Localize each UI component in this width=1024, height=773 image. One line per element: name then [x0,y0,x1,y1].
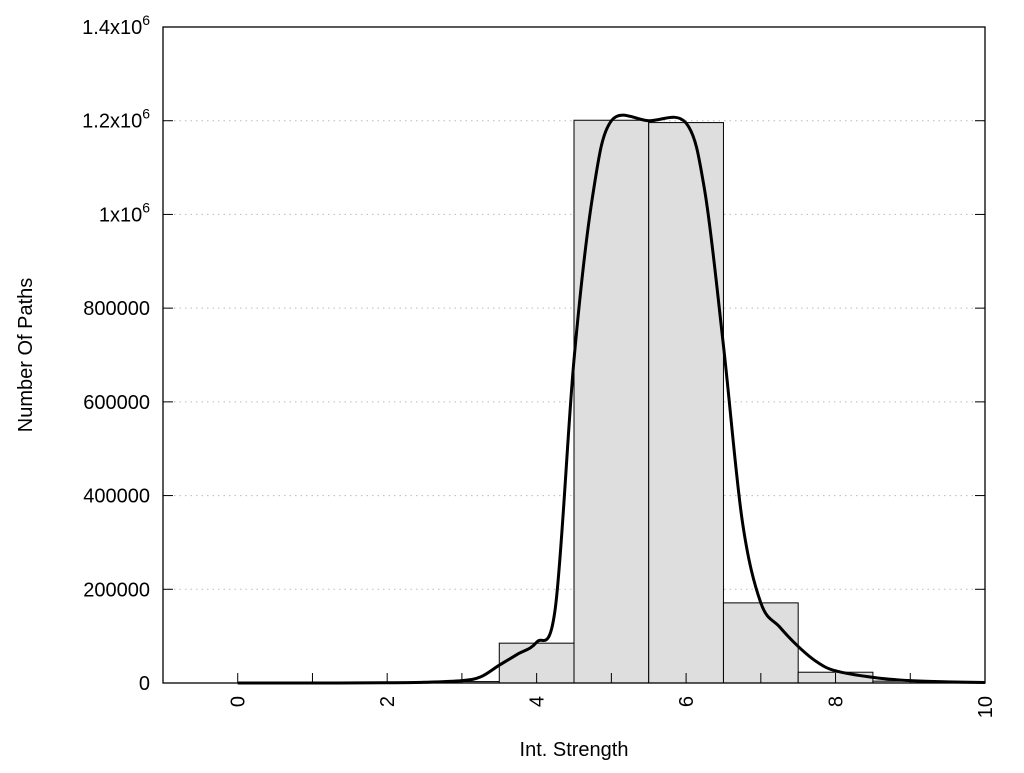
y-tick-labels: 0 200000 400000 600000 800000 1x106 1.2x106 1.4… [82,12,150,695]
y-tick-label: 800000 [83,298,150,320]
y-tick-label: 200000 [83,579,150,601]
x-tick-label: 10 [975,696,997,718]
y-tick-label: 1x106 [99,199,150,226]
bar [723,603,798,683]
y-tick-label: 400000 [83,486,150,508]
x-tick-labels: 0 2 4 6 8 10 [228,696,997,718]
y-tick-label: 0 [139,673,150,695]
y-tick-label: 600000 [83,392,150,414]
y-tick-label: 1.2x106 [82,106,150,133]
x-tick-label: 4 [527,696,549,707]
bar [574,120,649,683]
bar [649,123,724,683]
x-tick-label: 6 [676,696,698,707]
x-tick-label: 0 [228,696,250,707]
x-tick-label: 2 [377,696,399,707]
y-tick-label: 1.4x106 [82,12,150,39]
y-axis-label: Number Of Paths [15,278,37,433]
x-axis-label: Int. Strength [520,739,629,761]
x-tick-label: 8 [826,696,848,707]
